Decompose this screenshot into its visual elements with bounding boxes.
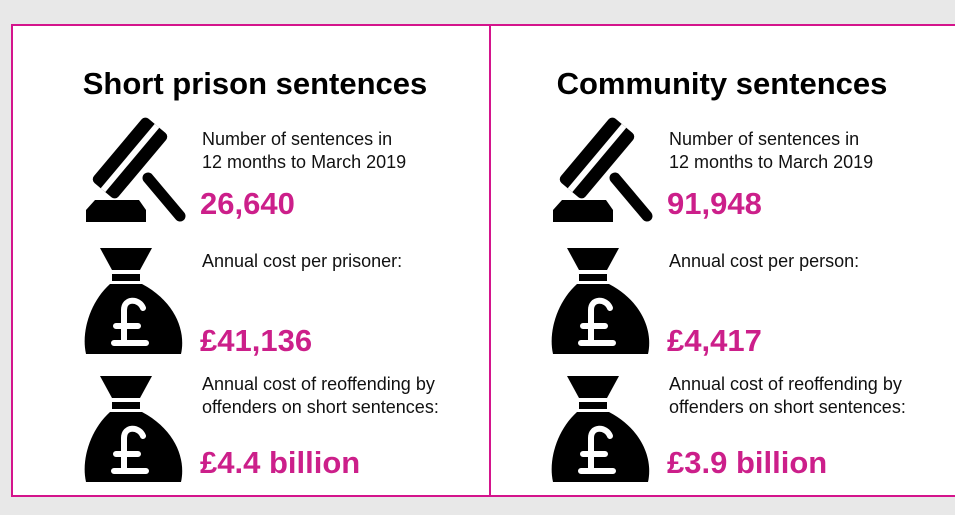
item-value: £4.4 billion — [200, 445, 360, 480]
item-label: offenders on short sentences: — [202, 397, 439, 417]
item-label: Annual cost per person: — [669, 251, 859, 271]
item-value: 26,640 — [200, 186, 295, 221]
item-value: £41,136 — [200, 323, 312, 358]
item-value: £3.9 billion — [667, 445, 827, 480]
item-label: offenders on short sentences: — [669, 397, 906, 417]
item-label: Annual cost of reoffending by — [669, 374, 902, 394]
panel-title: Community sentences — [557, 66, 888, 101]
item-label: Annual cost per prisoner: — [202, 251, 402, 271]
item-value: £4,417 — [667, 323, 762, 358]
panel-frame — [11, 24, 955, 497]
item-value: 91,948 — [667, 186, 762, 221]
item-label: Annual cost of reoffending by — [202, 374, 435, 394]
item-label: Number of sentences in — [669, 129, 859, 149]
item-label: 12 months to March 2019 — [202, 152, 406, 172]
item-label: Number of sentences in — [202, 129, 392, 149]
item-label: 12 months to March 2019 — [669, 152, 873, 172]
panel-title: Short prison sentences — [83, 66, 428, 101]
